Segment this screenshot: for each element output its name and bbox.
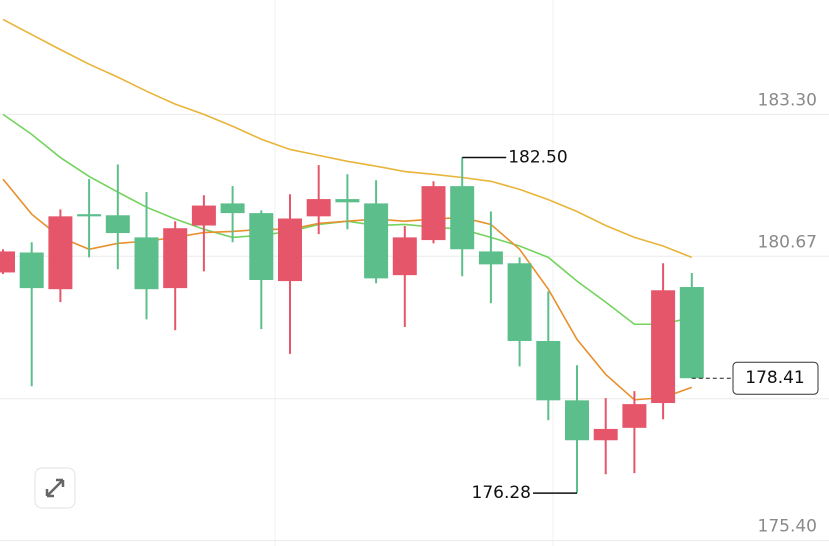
candle-body [48,216,73,290]
y-tick-label: 180.67 [758,232,817,252]
last-price-box [732,361,819,395]
y-tick-label: 183.30 [758,90,817,110]
candles [0,157,704,494]
candle-body [679,287,704,379]
candle-body [651,290,676,404]
ma-line [2,18,693,259]
candle-body [105,215,130,234]
last-price-label: 178.41 [745,368,804,388]
candle-body [622,404,647,428]
y-tick-label: 175.40 [758,517,817,537]
candle-body [364,203,389,279]
annotation-label: 176.28 [472,483,531,503]
candle-body [392,237,417,276]
candle-body [478,251,503,265]
candle-body [335,199,360,203]
candle-body [19,252,44,289]
candle-body [593,428,618,441]
candle-body [450,186,475,250]
candle-body [536,340,561,401]
grid [0,113,829,542]
candle-body [249,213,274,281]
candle-body [421,186,446,241]
expand-button[interactable] [34,467,76,509]
candle-body [163,228,188,289]
candle-body [220,203,245,214]
candle-body [278,218,302,282]
candle-body [0,251,15,273]
annotation-label: 182.50 [508,148,567,168]
candle-body [134,237,159,290]
candle-body [77,214,102,217]
candle-body [306,199,331,217]
candle-body [191,205,216,226]
candle-body [565,400,589,441]
candle-body [507,263,532,341]
labels: 183.30180.67178.03175.40182.50176.28178.… [462,90,819,537]
